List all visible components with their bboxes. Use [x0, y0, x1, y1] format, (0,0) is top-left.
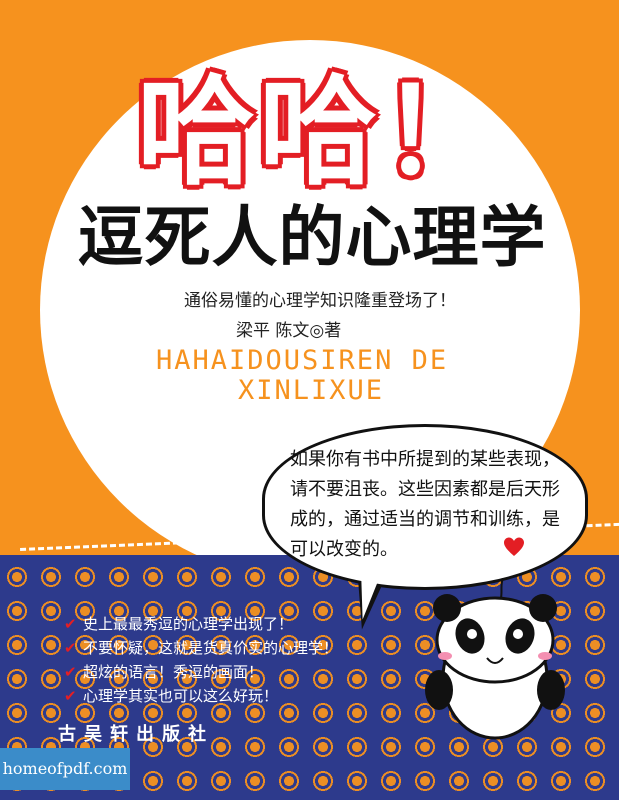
pinyin-line-1: HAHAIDOUSIREN DE — [156, 345, 449, 376]
check-icon: ✔ — [64, 663, 77, 681]
speech-bubble — [262, 424, 588, 590]
subtitle: 通俗易懂的心理学知识隆重登场了！ — [184, 291, 456, 311]
pinyin-line-2: XINLIXUE — [238, 375, 385, 406]
pinyin-title: HAHAIDOUSIREN DE XINLIXUE — [156, 346, 486, 406]
watermark-link[interactable]: homeofpdf.com — [0, 748, 130, 790]
list-item: ✔ 心理学其实也可以这么好玩！ — [64, 684, 384, 708]
publisher: 古吴轩出版社 — [58, 724, 214, 745]
list-item: ✔ 不要怀疑，这就是货真价实的心理学！ — [64, 636, 384, 660]
panda-illustration — [425, 578, 565, 740]
authors: 梁平 陈文◎著 — [236, 321, 342, 341]
check-icon: ✔ — [64, 639, 77, 657]
check-icon: ✔ — [64, 687, 77, 705]
title-main: 逗死人的心理学 — [77, 199, 547, 276]
check-icon: ✔ — [64, 615, 77, 633]
title-haha: 哈哈！ — [136, 63, 503, 201]
heart-icon — [504, 537, 524, 556]
feature-list: ✔ 史上最最秀逗的心理学出现了！ ✔ 不要怀疑，这就是货真价实的心理学！ ✔ 超炫的语… — [64, 612, 384, 708]
speech-bubble-text: 如果你有书中所提到的某些表现，请不要沮丧。这些因素都是后天形成的，通过适当的调节… — [290, 449, 560, 560]
list-item: ✔ 史上最最秀逗的心理学出现了！ — [64, 612, 384, 636]
list-item: ✔ 超炫的语言！秀逗的画面！ — [64, 660, 384, 684]
